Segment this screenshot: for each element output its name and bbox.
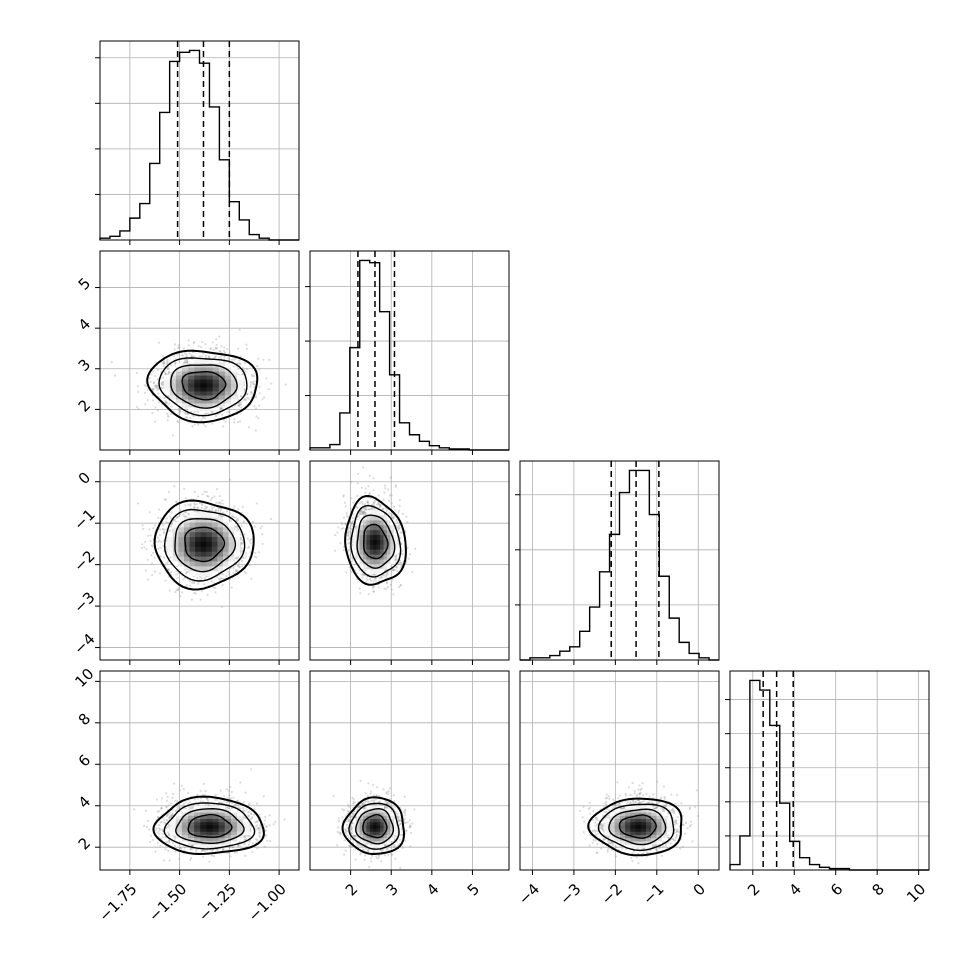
contour-line (170, 364, 238, 409)
axes-frame (519, 460, 720, 661)
x-tick-label: −2 (598, 880, 626, 908)
x-tick-label: 4 (786, 880, 805, 899)
y-tick-label: −4 (70, 630, 98, 658)
contour-line (350, 504, 402, 578)
contour-line (362, 814, 388, 839)
x-tick-label: −3 (556, 880, 584, 908)
y-tick-label: 0 (75, 468, 94, 487)
axes-frame (309, 670, 510, 871)
histogram-panel (515, 460, 720, 665)
x-tick-label: 8 (868, 880, 887, 899)
contour-line (341, 796, 406, 855)
x-tick-label: 6 (827, 880, 846, 899)
axes-frame (99, 460, 300, 661)
histogram-panel (305, 250, 510, 455)
histogram-step-line (729, 679, 929, 871)
contour-line (587, 797, 683, 857)
contour-line (344, 494, 407, 586)
contour-line (175, 807, 245, 844)
pair-panel (309, 460, 510, 665)
y-tick-label: 10 (71, 665, 97, 691)
contour-line (152, 795, 265, 856)
contour-line (348, 802, 400, 850)
x-tick-label: 5 (464, 880, 483, 899)
x-tick-label: −1 (639, 880, 667, 908)
axes-frame (519, 670, 720, 871)
x-tick-label: 2 (342, 880, 361, 899)
pair-panel (519, 670, 720, 875)
contour-line (597, 803, 675, 851)
x-tick-label: 0 (690, 880, 709, 899)
contour-line (164, 508, 246, 582)
x-tick-label: −1.00 (245, 880, 290, 925)
contour-line (363, 523, 389, 560)
x-tick-label: 2 (744, 880, 763, 899)
contour-line (618, 814, 657, 839)
histogram-step-line (520, 469, 719, 661)
contour-line (608, 808, 667, 846)
pair-panel (95, 670, 300, 875)
x-tick-label: 3 (382, 880, 401, 899)
pair-panel (95, 460, 300, 665)
contour-line (153, 499, 255, 591)
contour-line (184, 526, 226, 563)
x-tick-label: −4 (515, 880, 543, 908)
histogram-step-line (309, 259, 509, 451)
contour-line (356, 514, 396, 569)
histogram-step-line (99, 49, 299, 241)
x-tick-label: −1.50 (145, 880, 190, 925)
axes-frame (99, 670, 300, 871)
contour-line (163, 802, 256, 850)
y-tick-label: 2 (75, 834, 94, 853)
axes-frame (99, 40, 300, 241)
contour-line (355, 807, 395, 845)
contour-line (174, 517, 237, 573)
histogram-panel (725, 670, 930, 875)
y-tick-label: 4 (75, 315, 94, 334)
x-tick-label: 10 (903, 880, 929, 906)
y-tick-label: 3 (75, 356, 94, 375)
y-tick-label: −1 (70, 505, 98, 533)
y-tick-label: −3 (70, 588, 98, 616)
histogram-panel (95, 40, 300, 245)
axes-frame (99, 250, 300, 451)
x-tick-label: −1.75 (95, 880, 140, 925)
pair-panel (309, 670, 510, 875)
contour-line (146, 349, 259, 424)
contour-line (181, 371, 227, 401)
y-tick-label: 2 (75, 396, 94, 415)
y-tick-label: 4 (75, 792, 94, 811)
y-tick-label: −2 (70, 547, 98, 575)
axes-frame (729, 670, 930, 871)
contour-line (187, 814, 233, 838)
axes-frame (309, 250, 510, 451)
pair-panel (95, 250, 300, 455)
y-tick-label: 6 (75, 751, 94, 770)
x-tick-label: −1.25 (195, 880, 240, 925)
y-tick-label: 5 (75, 274, 94, 293)
contour-line (158, 357, 248, 417)
axes-frame (309, 460, 510, 661)
y-tick-label: 8 (75, 710, 94, 729)
x-tick-label: 4 (423, 880, 442, 899)
